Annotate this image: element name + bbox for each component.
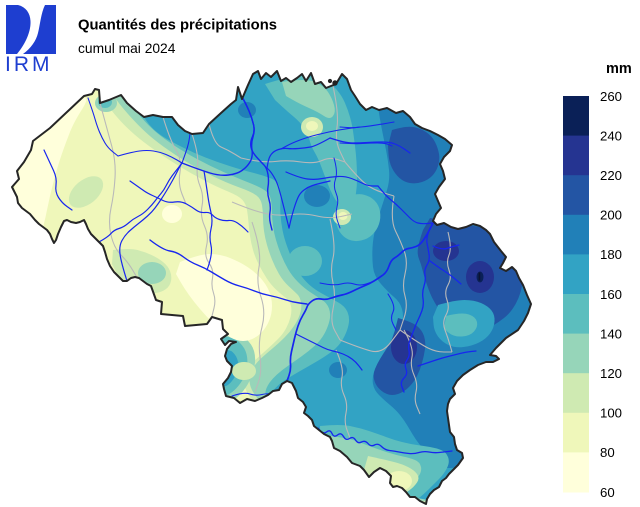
svg-text:140: 140 [600,326,622,341]
svg-text:Quantités des précipitations: Quantités des précipitations [78,18,277,34]
svg-text:mm: mm [606,61,632,77]
svg-text:60: 60 [600,485,615,500]
svg-text:180: 180 [600,247,622,262]
svg-text:240: 240 [600,128,622,143]
svg-text:120: 120 [600,366,622,381]
svg-text:220: 220 [600,168,622,183]
svg-text:260: 260 [600,89,622,104]
svg-text:IRM: IRM [5,53,53,76]
svg-text:200: 200 [600,208,622,223]
svg-text:80: 80 [600,445,615,460]
svg-text:100: 100 [600,406,622,421]
svg-text:160: 160 [600,287,622,302]
svg-text:cumul mai 2024: cumul mai 2024 [78,41,176,56]
